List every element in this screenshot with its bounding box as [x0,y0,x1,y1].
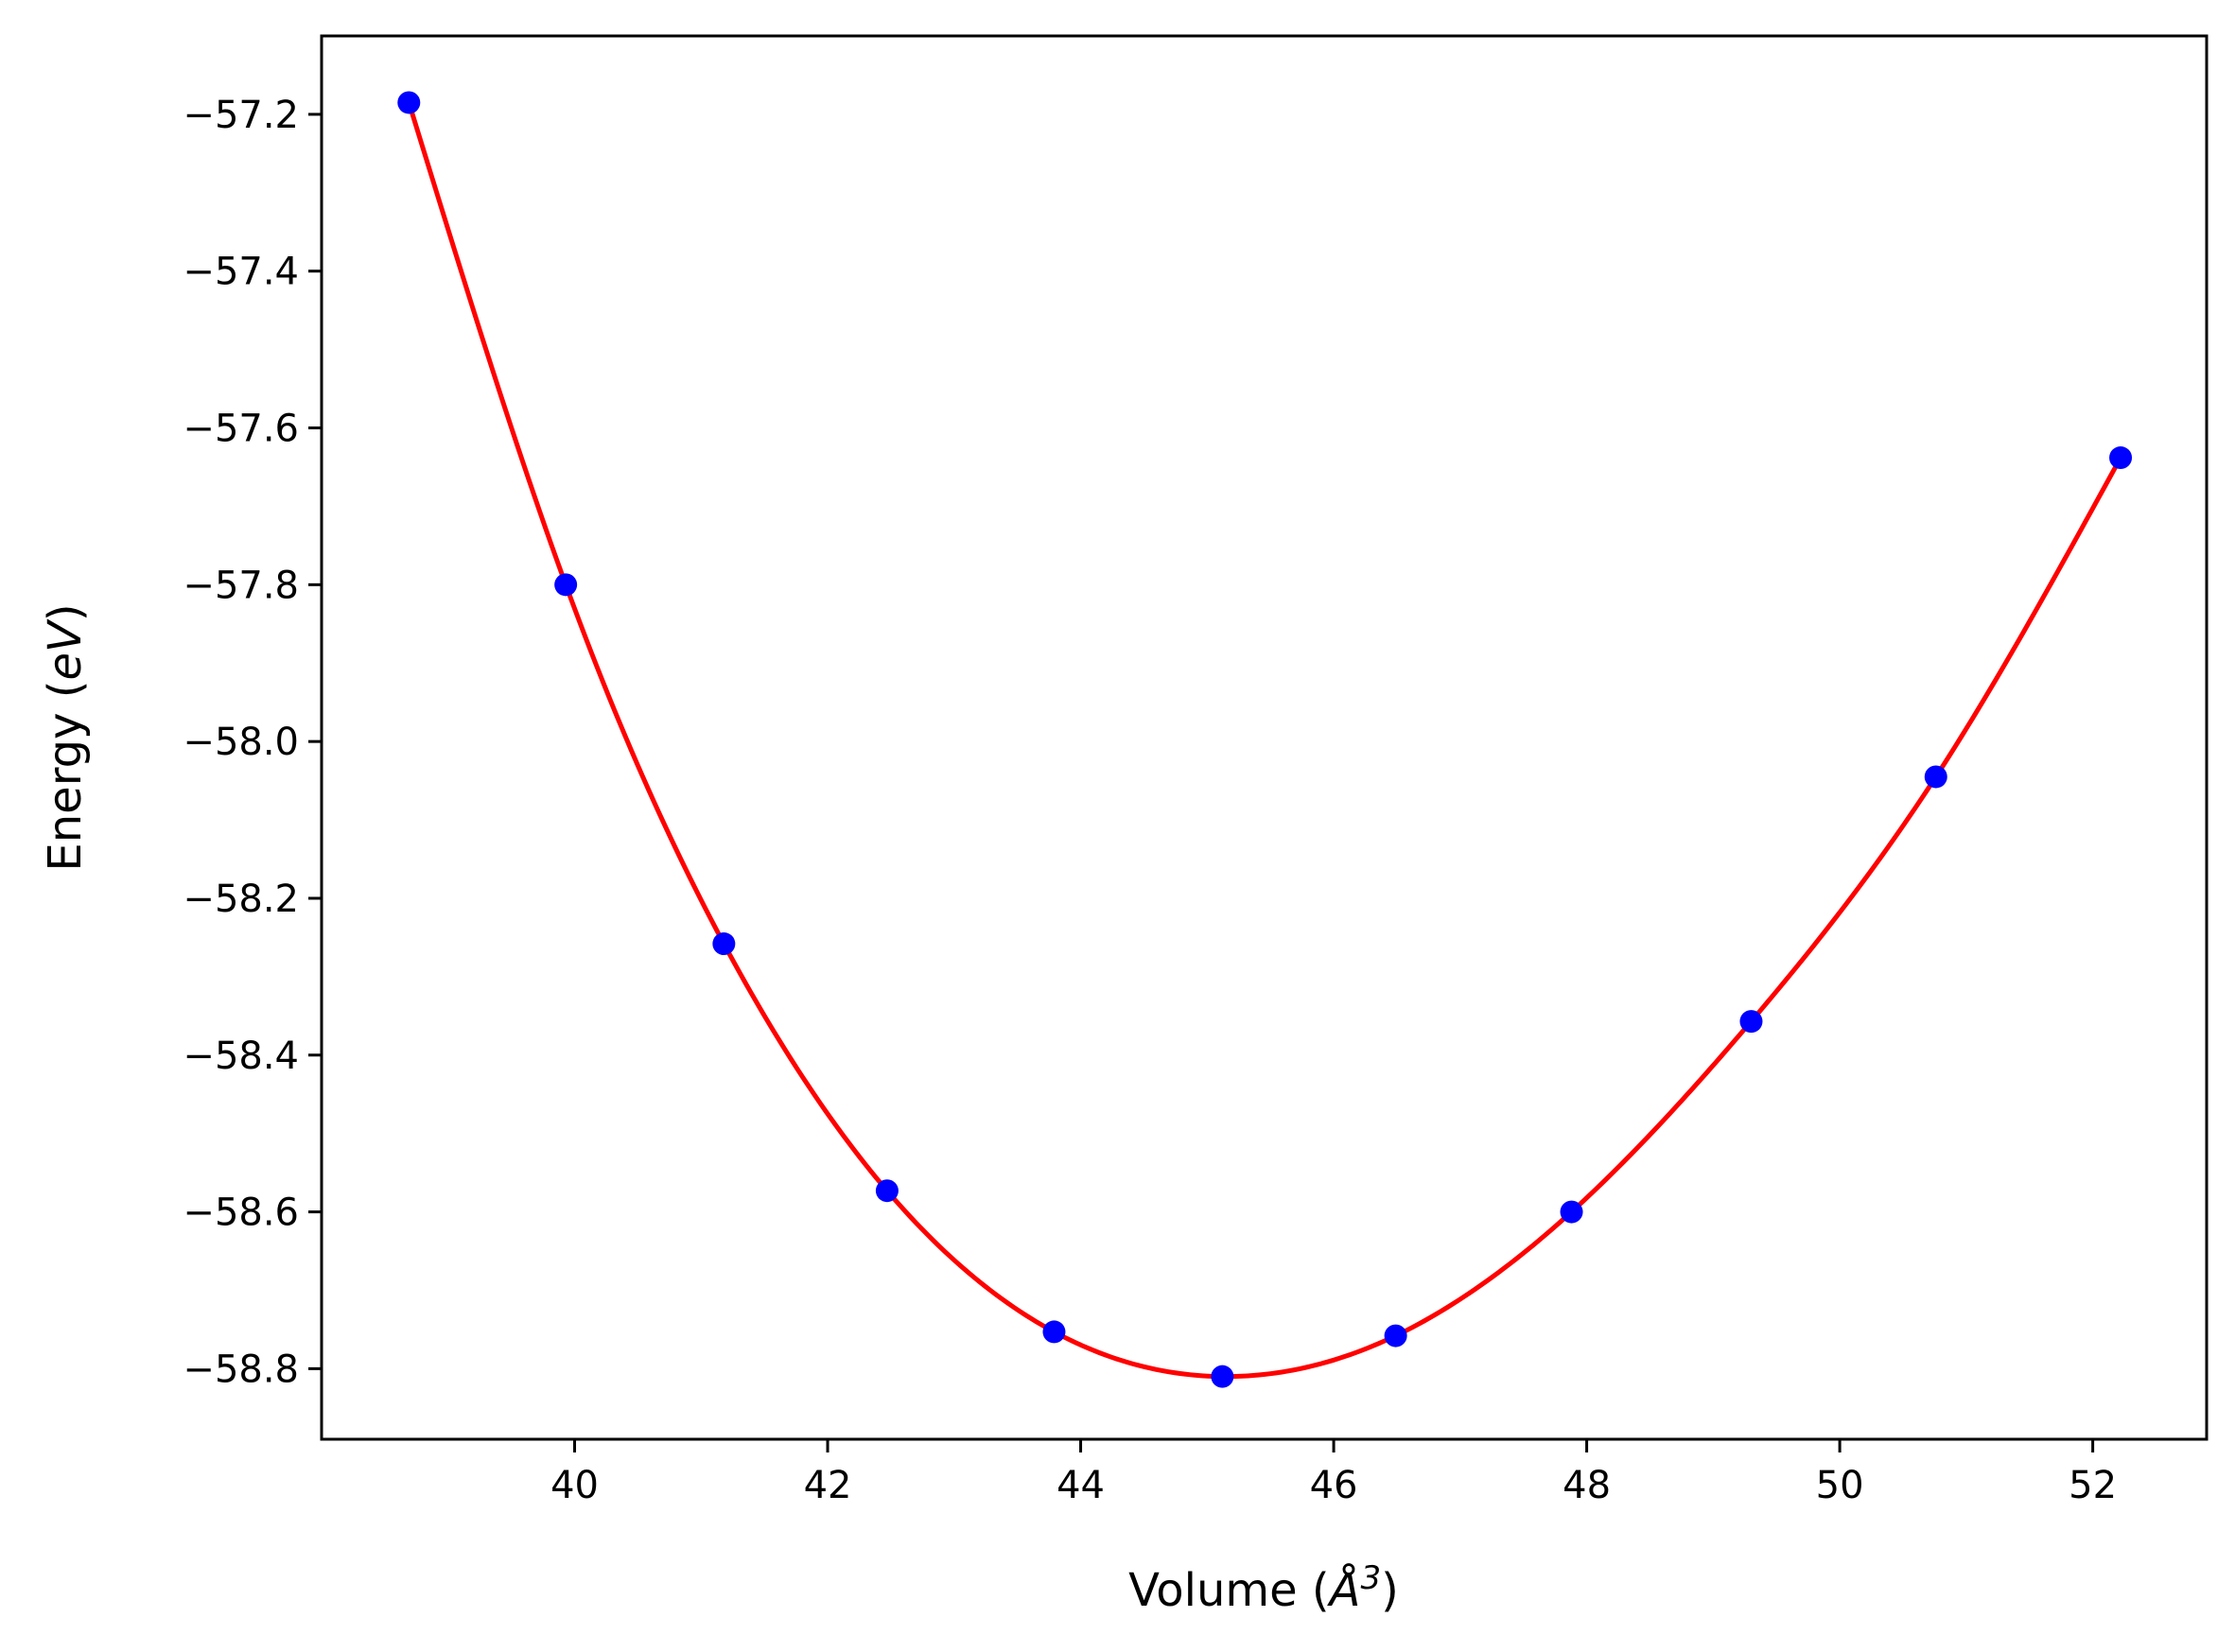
y-tick-label: −57.4 [183,251,299,294]
x-tick-label: 44 [1056,1464,1105,1507]
x-tick-label: 48 [1563,1464,1611,1507]
data-point [875,1179,899,1203]
data-point [712,932,736,956]
fit-curve [406,101,2123,1380]
data-point [1924,765,1947,789]
data-point [1739,1010,1763,1034]
data-point [1384,1324,1407,1348]
plot-frame [320,34,2209,1441]
plot-area: 40 42 44 46 48 50 52 −57.2 −57.4 −57.6 −57.8 −58.0… [183,34,2209,1507]
y-tick-label: −58.8 [183,1348,299,1391]
data-point [554,573,578,597]
x-tick-label: 46 [1310,1464,1358,1507]
data-point [2109,446,2133,470]
x-tick-label: 40 [550,1464,599,1507]
data-point [1560,1200,1583,1224]
y-tick-label: −57.8 [183,564,299,607]
x-axis-ticks: 40 42 44 46 48 50 52 [550,1439,2117,1507]
data-point [1211,1365,1234,1388]
y-axis-ticks: −57.2 −57.4 −57.6 −57.8 −58.0 −58.2 −58.4 −58.6… [183,94,322,1391]
y-tick-label: −58.0 [183,721,299,764]
y-tick-label: −58.2 [183,878,299,921]
data-point [397,91,421,114]
x-tick-label: 52 [2069,1464,2117,1507]
y-axis-title: Energy (eV) [39,603,92,871]
y-tick-label: −57.6 [183,408,299,451]
x-tick-label: 42 [804,1464,852,1507]
y-tick-label: −58.6 [183,1191,299,1235]
y-tick-label: −58.4 [183,1035,299,1078]
x-tick-label: 50 [1816,1464,1864,1507]
data-point [1042,1320,1066,1344]
data-points [397,91,2133,1388]
y-tick-label: −57.2 [183,94,299,137]
x-axis-title: Volume (Å3) [1128,1559,1399,1617]
